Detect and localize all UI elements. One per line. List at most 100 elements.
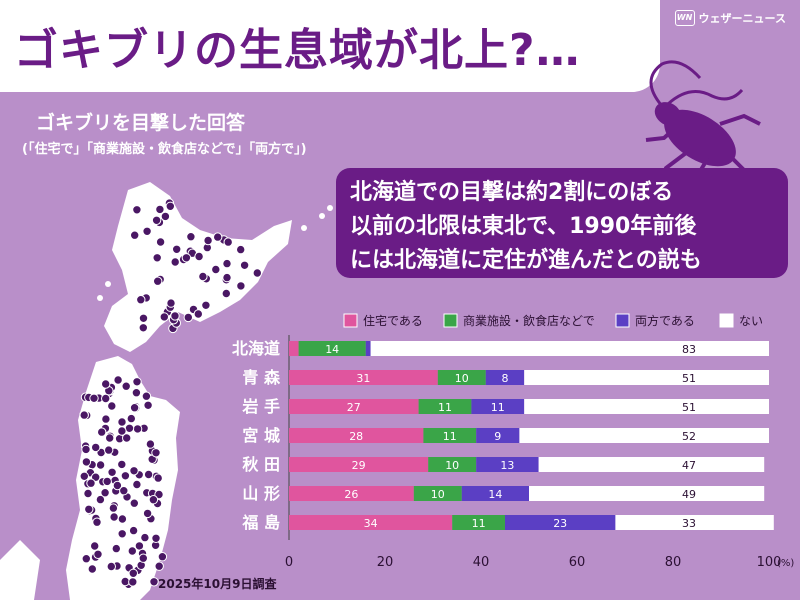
map-dot xyxy=(87,564,98,574)
map-dot xyxy=(136,295,146,305)
bar-nai xyxy=(370,341,769,356)
map-dot xyxy=(83,488,93,499)
map-dot xyxy=(117,529,127,539)
page-title: ゴキブリの生息域が北上?… xyxy=(14,25,581,76)
chart-subtitle: ゴキブリを目撃した回答 xyxy=(36,112,246,134)
brand-logo: WN ウェザーニュース xyxy=(674,10,786,26)
data-label: 34 xyxy=(364,517,378,530)
island-shape xyxy=(105,281,111,287)
data-label: 13 xyxy=(500,459,514,472)
bar-shogyo xyxy=(437,370,486,385)
data-label: 49 xyxy=(682,488,696,501)
map-dot xyxy=(122,433,132,443)
map-dot xyxy=(172,244,182,255)
callout-line-3: には北海道に定住が進んだとの説も xyxy=(350,248,702,273)
data-label: 26 xyxy=(344,488,358,501)
map-dot xyxy=(132,424,143,434)
map-dot xyxy=(140,532,150,543)
data-label: 28 xyxy=(349,430,363,443)
map-dot xyxy=(130,230,140,240)
map-dot xyxy=(121,381,131,391)
map-dot xyxy=(108,503,119,513)
data-label: 14 xyxy=(325,343,339,356)
map-dot xyxy=(104,445,114,455)
map-dot xyxy=(107,467,117,477)
legend-label: 住宅である xyxy=(363,313,423,328)
map-dot xyxy=(91,442,101,453)
bar-jutaku xyxy=(289,457,429,472)
bar-shogyo xyxy=(298,341,366,356)
data-label: 9 xyxy=(494,430,501,443)
bar-jutaku xyxy=(289,341,299,356)
map-dot xyxy=(107,401,117,411)
map-dot xyxy=(92,517,102,527)
bar-shogyo xyxy=(452,515,505,530)
map-dot xyxy=(148,495,159,505)
map-dot xyxy=(151,215,162,226)
legend-label: 両方である xyxy=(635,313,695,328)
x-tick-label: 20 xyxy=(377,555,394,570)
callout-line-1: 北海道での目撃は約2割にのぼる xyxy=(350,180,674,205)
map-dot xyxy=(117,426,127,436)
legend-swatch xyxy=(615,313,630,328)
map-dot xyxy=(143,469,154,480)
map-dot xyxy=(129,403,140,413)
island-shape xyxy=(327,205,333,211)
map-dot xyxy=(117,514,128,524)
category-label: 岩 手 xyxy=(241,397,280,416)
map-dot xyxy=(126,413,137,424)
legend-label: ない xyxy=(739,314,763,328)
japan-map xyxy=(0,182,333,600)
map-dot xyxy=(129,498,140,508)
bar-jutaku xyxy=(289,399,419,414)
map-dot xyxy=(151,533,161,543)
bar-ryoho xyxy=(365,341,371,356)
map-dot xyxy=(90,541,100,551)
title-bar: ゴキブリの生息域が北上?… xyxy=(0,0,660,92)
map-dot xyxy=(239,260,250,270)
data-label: 10 xyxy=(445,459,459,472)
map-dot xyxy=(86,478,96,488)
map-dot xyxy=(213,232,223,242)
data-label: 33 xyxy=(682,517,696,530)
legend-swatch xyxy=(443,313,458,328)
x-tick-label: 60 xyxy=(569,555,586,570)
hokkaido-shape xyxy=(104,182,292,352)
x-tick-label: 40 xyxy=(473,555,490,570)
data-label: 83 xyxy=(682,343,696,356)
map-dot xyxy=(142,508,153,519)
map-dot xyxy=(119,486,129,496)
map-dot xyxy=(127,546,138,556)
honshu-fragment-shape xyxy=(0,540,40,600)
map-dot xyxy=(211,264,221,275)
map-dot xyxy=(252,268,262,278)
map-dot xyxy=(155,237,166,247)
map-dot xyxy=(81,554,92,564)
data-label: 10 xyxy=(455,372,469,385)
map-dot xyxy=(79,410,89,420)
chart-subnote: (「住宅で」「商業施設・飲食店などで」「両方で」) xyxy=(22,142,307,157)
map-dot xyxy=(101,414,111,424)
map-dot xyxy=(81,444,91,455)
data-label: 51 xyxy=(682,372,696,385)
bar-ryoho xyxy=(476,457,539,472)
map-dot xyxy=(157,552,168,562)
bar-ryoho xyxy=(461,486,529,501)
bar-nai xyxy=(538,457,765,472)
x-tick-label: 0 xyxy=(285,555,293,570)
map-dot xyxy=(193,309,204,319)
map-dot xyxy=(145,439,156,449)
data-label: 29 xyxy=(352,459,366,472)
bar-ryoho xyxy=(485,370,525,385)
category-label: 福 島 xyxy=(241,513,280,532)
map-dot xyxy=(155,204,165,215)
map-dot xyxy=(151,448,161,458)
bar-ryoho xyxy=(471,399,525,414)
map-dot xyxy=(95,494,106,505)
map-dot xyxy=(222,272,232,283)
map-dot xyxy=(129,466,139,476)
map-dot xyxy=(120,471,131,481)
